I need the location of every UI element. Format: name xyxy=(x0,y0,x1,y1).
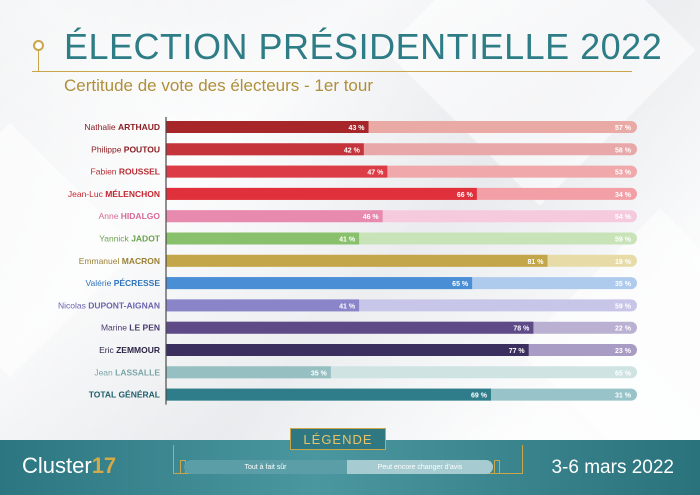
bar-segment-sure xyxy=(166,254,548,267)
category-first-name: Marine xyxy=(101,323,129,333)
bar-label-sure: 41 % xyxy=(339,303,356,310)
bar-label-sure: 77 % xyxy=(509,348,526,355)
category-label: Marine LE PEN xyxy=(101,323,160,333)
bar-label-change: 58 % xyxy=(615,147,632,154)
category-first-name: Yannick xyxy=(99,234,131,244)
page-subtitle: Certitude de vote des électeurs - 1er to… xyxy=(64,76,373,95)
category-label: Yannick JADOT xyxy=(99,234,161,244)
category-last-name: MACRON xyxy=(122,256,160,266)
category-first-name: Nathalie xyxy=(84,122,118,132)
bar-label-change: 31 % xyxy=(615,393,632,400)
bar-label-change: 53 % xyxy=(615,170,632,177)
brand-word: Cluster xyxy=(22,453,92,478)
category-label: Anne HIDALGO xyxy=(99,211,161,221)
bar-label-change: 65 % xyxy=(615,370,632,377)
category-label: Eric ZEMMOUR xyxy=(99,345,160,355)
brand-logo: Cluster17 xyxy=(22,453,116,479)
category-last-name: PÉCRESSE xyxy=(114,278,161,288)
category-label: Valérie PÉCRESSE xyxy=(86,278,161,288)
brand-number: 17 xyxy=(91,453,117,478)
bar-label-sure: 35 % xyxy=(311,370,328,377)
category-first-name: Nicolas xyxy=(58,300,88,310)
category-last-name: POUTOU xyxy=(124,144,160,154)
page-title: ÉLECTION PRÉSIDENTIELLE 2022 xyxy=(64,26,663,67)
category-label: TOTAL GÉNÉRAL xyxy=(89,390,160,400)
bar-label-sure: 47 % xyxy=(367,170,384,177)
category-first-name: Fabien xyxy=(91,167,119,177)
category-last-name: ARTHAUD xyxy=(118,122,160,132)
bar-segment-sure xyxy=(166,299,360,312)
bar-label-sure: 65 % xyxy=(452,281,469,288)
legend-sure-label: Tout à fait sûr xyxy=(244,463,287,471)
poll-dates: 3-6 mars 2022 xyxy=(551,457,674,478)
bar-label-sure: 41 % xyxy=(339,237,356,244)
legend-sure-swatch: Tout à fait sûr xyxy=(184,460,347,474)
bar-label-change: 57 % xyxy=(615,125,632,132)
category-first-name: Eric xyxy=(99,345,116,355)
bar-label-change: 35 % xyxy=(615,281,632,288)
bar-segment-sure xyxy=(166,388,491,401)
category-label: Philippe POUTOU xyxy=(91,144,160,154)
bar-segment-sure xyxy=(166,121,369,133)
category-last-name: ZEMMOUR xyxy=(116,345,160,355)
category-last-name: HIDALGO xyxy=(121,211,161,221)
category-last-name: TOTAL GÉNÉRAL xyxy=(89,390,160,400)
bar-label-change: 22 % xyxy=(615,326,632,333)
category-first-name: Anne xyxy=(99,211,121,221)
bar-label-change: 54 % xyxy=(615,214,632,221)
bar-label-sure: 66 % xyxy=(457,192,474,199)
bar-segment-sure xyxy=(166,277,473,290)
category-last-name: LE PEN xyxy=(129,323,160,333)
title-bullet-stem xyxy=(38,51,39,71)
bar-segment-sure xyxy=(166,187,477,200)
category-label: Nicolas DUPONT-AIGNAN xyxy=(58,300,160,310)
bar-label-change: 19 % xyxy=(615,259,632,266)
title-divider xyxy=(32,71,632,72)
category-first-name: Valérie xyxy=(86,278,114,288)
category-first-name: Emmanuel xyxy=(79,256,122,266)
bar-label-change: 59 % xyxy=(615,303,632,310)
category-first-name: Jean xyxy=(94,367,115,377)
bar-label-change: 23 % xyxy=(615,348,632,355)
legend-tick xyxy=(494,460,500,474)
bar-label-sure: 42 % xyxy=(344,147,361,154)
legend-change-swatch: Peut encore changer d'avis xyxy=(347,460,493,474)
bar-label-sure: 81 % xyxy=(528,259,545,266)
bar-segment-sure xyxy=(166,366,331,379)
category-first-name: Philippe xyxy=(91,144,124,154)
title-bullet-icon xyxy=(33,40,44,51)
category-label: Fabien ROUSSEL xyxy=(91,167,160,177)
category-last-name: MÉLENCHON xyxy=(105,189,160,199)
category-last-name: DUPONT-AIGNAN xyxy=(88,300,160,310)
category-last-name: LASSALLE xyxy=(115,367,160,377)
category-last-name: ROUSSEL xyxy=(119,167,160,177)
bar-segment-sure xyxy=(166,321,534,334)
bar-segment-sure xyxy=(166,210,383,223)
bar-label-sure: 78 % xyxy=(513,326,530,333)
bar-label-sure: 69 % xyxy=(471,393,488,400)
stacked-bar-chart: 43 % 57 % Nathalie ARTHAUD 42 % 58 % Philippe… xyxy=(58,117,637,405)
bar-segment-sure xyxy=(166,165,388,178)
category-label: Nathalie ARTHAUD xyxy=(84,122,160,132)
legend-title: LÉGENDE xyxy=(290,428,386,450)
bar-label-change: 34 % xyxy=(615,192,632,199)
category-last-name: JADOT xyxy=(131,234,161,244)
bar-segment-sure xyxy=(166,232,360,245)
bar-segment-sure xyxy=(166,344,529,356)
category-label: Jean LASSALLE xyxy=(94,367,160,377)
bar-label-sure: 46 % xyxy=(363,214,380,221)
legend-change-label: Peut encore changer d'avis xyxy=(377,463,463,471)
category-label: Emmanuel MACRON xyxy=(79,256,160,266)
category-first-name: Jean-Luc xyxy=(68,189,105,199)
bar-segment-sure xyxy=(166,143,364,156)
category-label: Jean-Luc MÉLENCHON xyxy=(68,189,160,199)
bar-label-sure: 43 % xyxy=(349,125,366,132)
bar-label-change: 59 % xyxy=(615,237,632,244)
